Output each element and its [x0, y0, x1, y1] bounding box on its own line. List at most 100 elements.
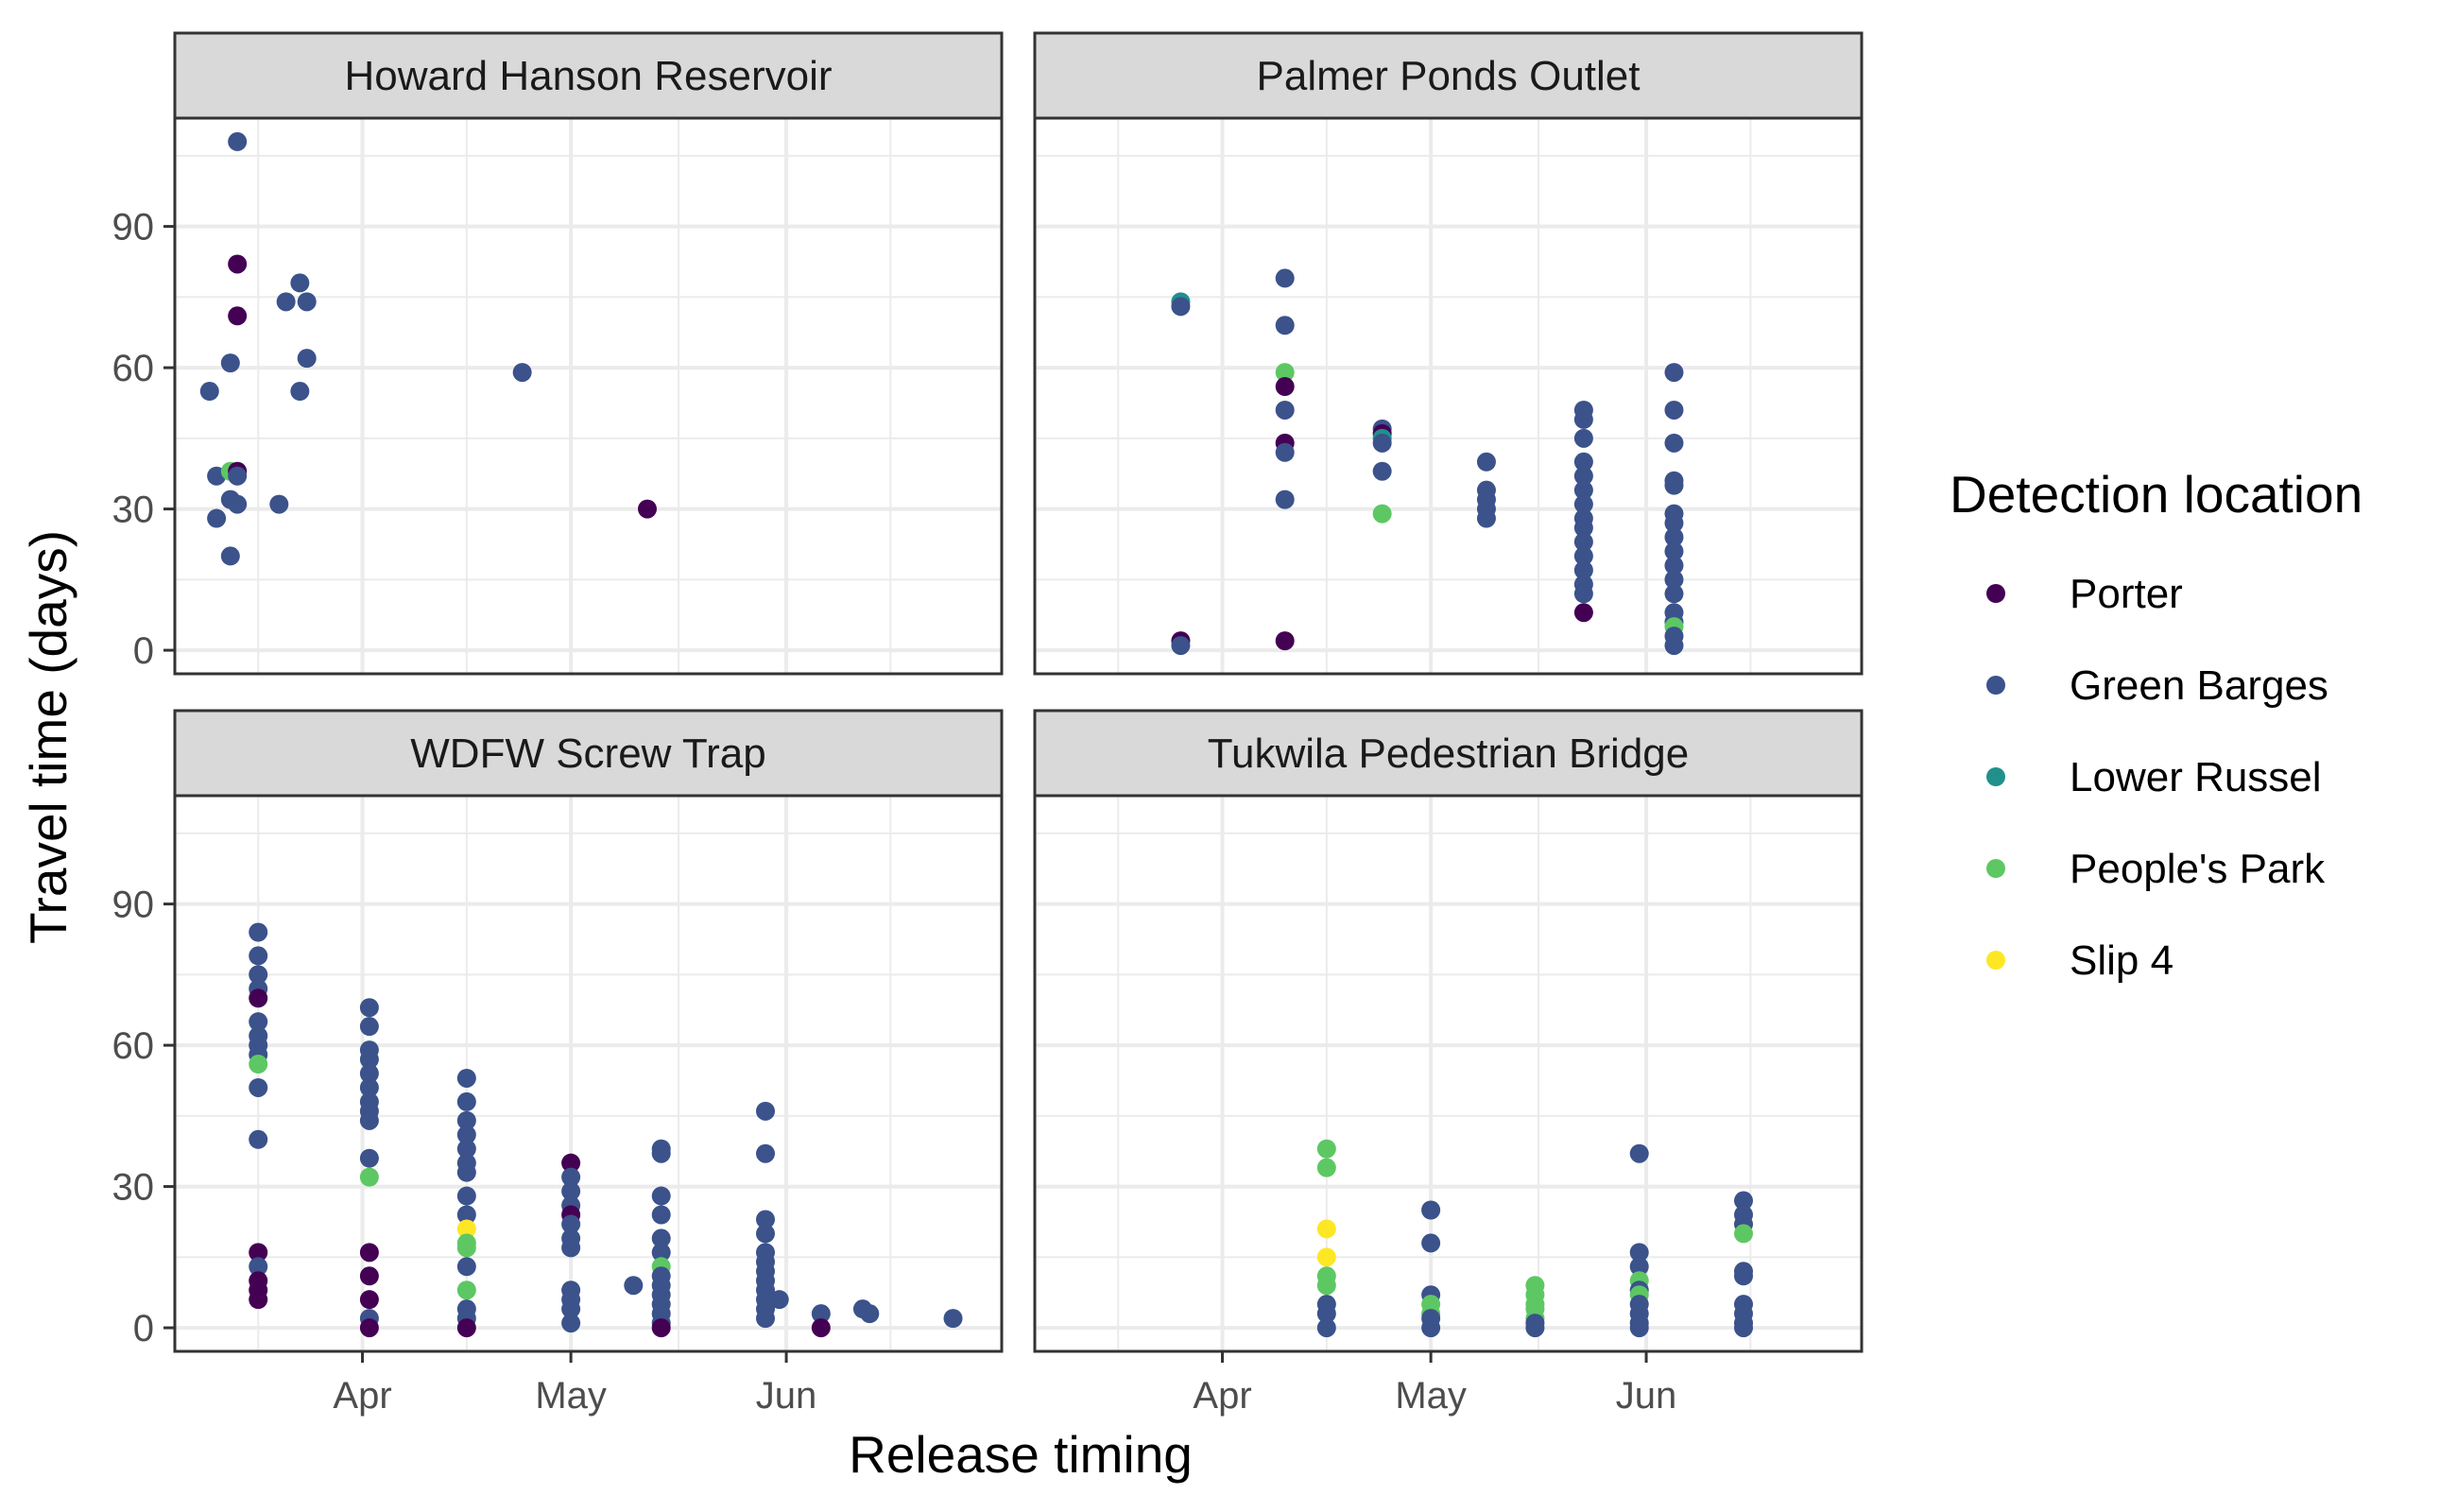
data-point — [561, 1181, 581, 1201]
data-point — [456, 1091, 476, 1111]
data-point — [228, 131, 248, 151]
data-point — [1275, 400, 1295, 420]
data-point — [512, 363, 532, 383]
data-point — [359, 1110, 379, 1130]
legend-key — [1986, 951, 2005, 970]
data-point — [561, 1238, 581, 1258]
data-point — [1421, 1318, 1441, 1338]
data-point — [249, 1077, 268, 1097]
data-point — [297, 292, 317, 312]
data-point — [561, 1299, 581, 1319]
data-point — [456, 1110, 476, 1130]
data-point — [456, 1257, 476, 1277]
data-point — [943, 1309, 963, 1329]
data-point — [1171, 636, 1191, 656]
facet-strip — [173, 31, 1004, 120]
data-point — [1476, 508, 1496, 528]
panel-background — [1035, 796, 1862, 1351]
data-point — [249, 988, 268, 1008]
data-point — [651, 1205, 671, 1225]
data-point — [1275, 490, 1295, 509]
y-tick-label: 60 — [112, 1025, 155, 1067]
data-point — [1664, 541, 1684, 561]
data-point — [1664, 433, 1684, 453]
data-point — [456, 1162, 476, 1182]
data-point — [220, 353, 240, 373]
panel-border — [1033, 116, 1864, 676]
data-point — [1573, 494, 1593, 514]
data-point — [199, 382, 219, 402]
y-tick-label: 60 — [112, 348, 155, 389]
data-point — [769, 1290, 789, 1310]
data-point — [624, 1276, 644, 1296]
y-tick-label: 30 — [112, 490, 155, 531]
data-point — [359, 1077, 379, 1097]
data-point — [249, 1129, 268, 1149]
facet-panel: Howard Hanson Reservoir 0 30 60 90 — [112, 31, 1004, 676]
data-point — [359, 998, 379, 1018]
x-tick-label: May — [1395, 1375, 1467, 1417]
data-point — [1316, 1158, 1336, 1177]
y-axis-title: Travel time (days) — [19, 530, 77, 944]
data-point — [456, 1139, 476, 1159]
facet-title: Palmer Ponds Outlet — [1257, 53, 1641, 99]
data-point — [811, 1304, 831, 1324]
data-point — [1372, 461, 1392, 481]
data-point — [456, 1125, 476, 1144]
data-point — [249, 1243, 268, 1263]
data-point — [1275, 442, 1295, 462]
data-point — [1664, 636, 1684, 656]
data-point — [359, 1290, 379, 1310]
data-point — [811, 1318, 831, 1338]
data-point — [1734, 1318, 1753, 1338]
data-point — [1421, 1233, 1441, 1253]
data-point — [359, 1243, 379, 1263]
legend-label: People's Park — [2070, 846, 2326, 892]
data-point — [359, 1064, 379, 1083]
panel-background — [175, 796, 1002, 1351]
data-point — [1734, 1224, 1753, 1244]
data-point — [1664, 400, 1684, 420]
data-point — [228, 466, 248, 486]
x-tick-label: Apr — [333, 1375, 391, 1417]
data-point — [1476, 452, 1496, 472]
data-point — [756, 1210, 775, 1229]
data-point — [1316, 1139, 1336, 1159]
facet-panel: Palmer Ponds Outlet — [1033, 31, 1864, 676]
data-point — [359, 1050, 379, 1070]
data-point — [756, 1224, 775, 1244]
data-point — [290, 273, 310, 293]
data-point — [249, 965, 268, 985]
data-point — [561, 1153, 581, 1173]
data-point — [756, 1101, 775, 1121]
data-point — [1316, 1318, 1336, 1338]
data-point — [756, 1309, 775, 1329]
legend-key — [1986, 584, 2005, 603]
data-point — [1316, 1247, 1336, 1267]
data-point — [1525, 1318, 1545, 1338]
panel-border — [1033, 794, 1864, 1353]
data-point — [456, 1318, 476, 1338]
data-point — [561, 1167, 581, 1187]
y-tick-label: 90 — [112, 885, 155, 926]
legend-items: Porter Green Barges Lower Russel People's P… — [1986, 571, 2328, 984]
data-point — [276, 292, 296, 312]
data-point — [1573, 603, 1593, 623]
data-point — [651, 1143, 671, 1163]
data-point — [1573, 428, 1593, 448]
data-point — [359, 1266, 379, 1286]
facet-title: WDFW Screw Trap — [410, 730, 765, 777]
data-point — [1275, 631, 1295, 651]
data-point — [290, 382, 310, 402]
data-point — [561, 1314, 581, 1333]
data-point — [1664, 570, 1684, 590]
y-tick-label: 90 — [112, 207, 155, 249]
data-point — [1275, 316, 1295, 335]
data-point — [1316, 1219, 1336, 1239]
data-point — [1573, 466, 1593, 486]
data-point — [1664, 527, 1684, 547]
data-point — [1664, 556, 1684, 576]
y-tick-label: 0 — [133, 630, 154, 672]
data-point — [1629, 1257, 1649, 1277]
legend-key — [1986, 859, 2005, 878]
